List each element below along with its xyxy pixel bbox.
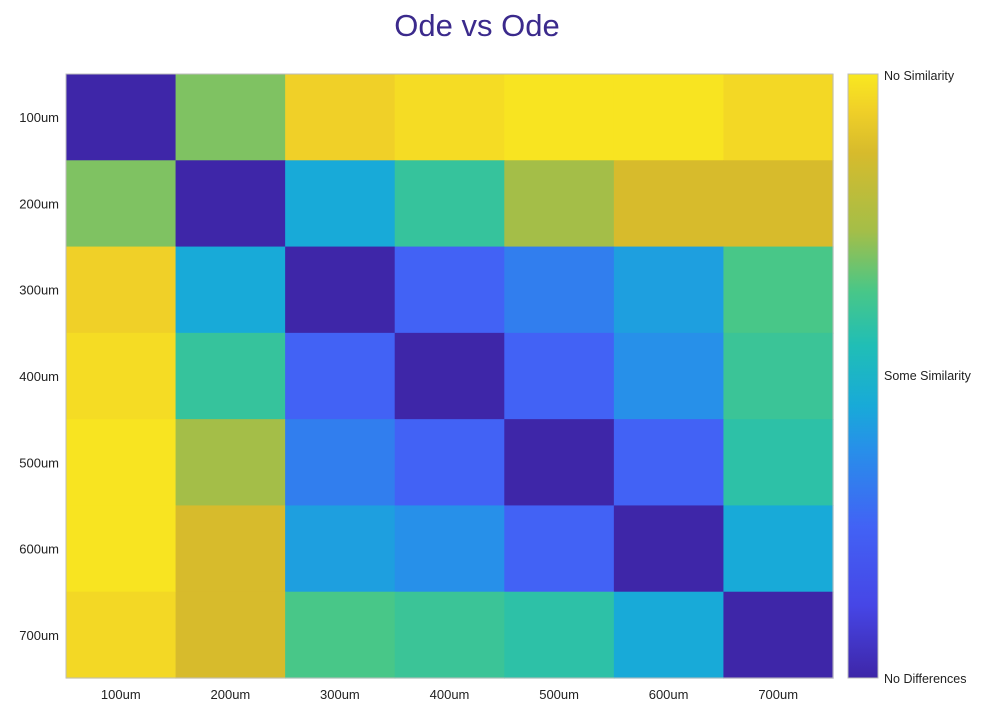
x-tick-label: 100um — [101, 687, 141, 702]
heatmap-cell — [175, 419, 286, 507]
heatmap-cell — [394, 505, 505, 593]
heatmap-cell — [613, 591, 725, 679]
heatmap-cell — [175, 505, 286, 593]
x-tick-labels: 100um 200um 300um 400um 500um 600um 700um — [101, 687, 798, 702]
heatmap-cell — [285, 505, 396, 593]
heatmap-cell — [504, 332, 615, 420]
colorbar — [847, 73, 879, 679]
heatmap-cell — [394, 246, 505, 334]
heatmap-cell — [613, 246, 725, 334]
y-tick-label: 400um — [19, 369, 59, 384]
heatmap-cell — [504, 246, 615, 334]
y-tick-label: 100um — [19, 110, 59, 125]
heatmap-cell — [175, 591, 286, 679]
colorbar-label: No Differences — [884, 672, 966, 686]
heatmap-cell — [285, 160, 396, 248]
chart-title: Ode vs Ode — [394, 8, 559, 43]
heatmap-cell — [66, 160, 177, 248]
heatmap-cell — [285, 74, 396, 161]
heatmap-cell — [175, 160, 286, 248]
heatmap-cell — [175, 332, 286, 420]
heatmap-cell — [723, 246, 834, 334]
heatmap-cells — [66, 74, 834, 679]
heatmap-cell — [723, 332, 834, 420]
heatmap-cell — [66, 419, 177, 507]
heatmap-cell — [285, 332, 396, 420]
heatmap-cell — [723, 505, 834, 593]
heatmap-cell — [504, 74, 615, 161]
y-tick-label: 300um — [19, 283, 59, 298]
heatmap-cell — [285, 246, 396, 334]
heatmap-cell — [66, 505, 177, 593]
heatmap-cell — [175, 246, 286, 334]
heatmap-cell — [394, 160, 505, 248]
x-tick-label: 200um — [211, 687, 251, 702]
heatmap-cell — [723, 74, 834, 161]
y-tick-labels: 100um 200um 300um 400um 500um 600um 700um — [19, 110, 59, 643]
x-tick-label: 300um — [320, 687, 360, 702]
y-tick-label: 600um — [19, 542, 59, 557]
heatmap-cell — [504, 505, 615, 593]
heatmap-cell — [723, 591, 834, 679]
y-tick-label: 200um — [19, 196, 59, 211]
plot-frame — [65, 73, 834, 679]
heatmap-cell — [504, 591, 615, 679]
heatmap-cell — [285, 591, 396, 679]
heatmap-cell — [613, 332, 725, 420]
colorbar-label: Some Similarity — [884, 369, 972, 383]
heatmap-cell — [723, 160, 834, 248]
heatmap-cell — [66, 591, 177, 679]
heatmap-cell — [723, 419, 834, 507]
heatmap-cell — [66, 74, 177, 161]
heatmap-cell — [175, 74, 286, 161]
heatmap-cell — [66, 332, 177, 420]
x-tick-label: 600um — [649, 687, 689, 702]
heatmap-cell — [394, 591, 505, 679]
colorbar-label: No Similarity — [884, 69, 955, 83]
heatmap-cell — [504, 160, 615, 248]
heatmap-cell — [285, 419, 396, 507]
heatmap-cell — [613, 160, 725, 248]
heatmap-cell — [394, 74, 505, 161]
heatmap-cell — [394, 332, 505, 420]
heatmap-cell — [613, 419, 725, 507]
heatmap-cell — [394, 419, 505, 507]
y-tick-label: 500um — [19, 455, 59, 470]
x-tick-label: 500um — [539, 687, 579, 702]
y-tick-label: 700um — [19, 628, 59, 643]
heatmap-cell — [66, 246, 177, 334]
heatmap-cell — [613, 74, 725, 161]
heatmap-cell — [504, 419, 615, 507]
x-tick-label: 700um — [758, 687, 798, 702]
x-tick-label: 400um — [430, 687, 470, 702]
colorbar-labels: No Differences Some Similarity No Similari… — [884, 69, 972, 686]
heatmap-cell — [613, 505, 725, 593]
